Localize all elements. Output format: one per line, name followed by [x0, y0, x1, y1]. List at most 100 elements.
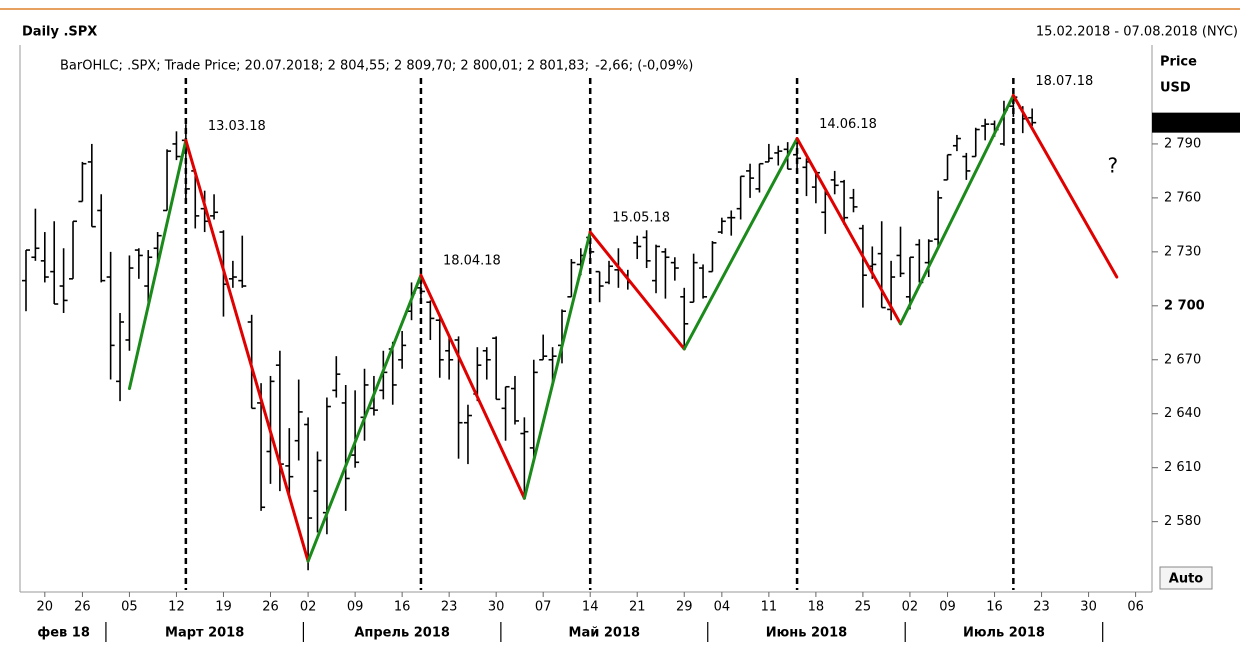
month-label: фев 18: [37, 626, 90, 641]
ohlc-bar: [492, 336, 501, 401]
pivot-label: 13.03.18: [208, 119, 266, 134]
ohlc-bar: [670, 257, 679, 281]
ohlc-bar: [699, 264, 708, 299]
x-tick-label: 09: [939, 600, 956, 615]
ohlc-bar: [31, 208, 40, 261]
ohlc-bar: [830, 170, 839, 195]
ohlc-bar: [971, 127, 980, 158]
ohlc-bar: [708, 241, 717, 273]
month-label: Июнь 2018: [766, 626, 847, 641]
month-label: Апрель 2018: [354, 626, 450, 641]
ohlc-bar: [605, 260, 614, 285]
ohlc-bar: [285, 428, 294, 499]
ohlc-bar: [172, 131, 181, 161]
auto-button[interactable]: Auto: [1159, 566, 1213, 590]
zigzag-segment: [1011, 93, 1119, 279]
zigzag-segment: [306, 273, 423, 563]
ohlc-bar: [764, 143, 773, 163]
x-tick-label: 29: [676, 600, 693, 615]
ohlc-bar: [313, 451, 322, 533]
y-tick-label: 2 580: [1164, 514, 1201, 529]
x-tick-label: 07: [535, 600, 552, 615]
auto-button-box[interactable]: [1159, 566, 1213, 590]
ohlc-bar: [153, 232, 162, 263]
ohlc-bar: [304, 417, 313, 571]
x-tick-label: 02: [300, 600, 317, 615]
ohlc-bar: [746, 163, 755, 198]
zigzag-segment: [419, 273, 526, 500]
ohlc-bar: [398, 330, 407, 369]
ohlc-bar: [1028, 108, 1037, 126]
chart-title: Daily .SPX: [22, 25, 97, 40]
ohlc-bar: [247, 314, 256, 410]
ohlc-bar: [40, 232, 49, 283]
ohlc-bar: [595, 270, 604, 303]
ohlc-bar: [633, 235, 642, 260]
x-tick-label: 26: [262, 600, 279, 615]
y-tick-label: 2 730: [1164, 244, 1201, 259]
ohlc-bar: [840, 179, 849, 225]
ohlc-bar: [463, 404, 472, 465]
x-tick-label: 05: [121, 600, 138, 615]
ohlc-bar: [78, 161, 87, 203]
ohlc-bar: [934, 190, 943, 247]
ohlc-bar: [144, 250, 153, 305]
annotation: ?: [1107, 154, 1118, 178]
x-tick-label: 23: [1033, 600, 1050, 615]
ohlc-bar: [125, 255, 134, 351]
pivot-label: 18.04.18: [443, 254, 501, 269]
ohlc-bar: [501, 385, 510, 441]
ohlc-bar: [116, 313, 125, 402]
ohlc-bar: [849, 188, 858, 213]
ohlc-bar: [163, 149, 172, 212]
ohlc-bar: [482, 347, 491, 380]
x-tick-label: 23: [441, 600, 458, 615]
ohlc-bar: [426, 300, 435, 340]
ohlc-bar: [680, 287, 689, 349]
date-range: 15.02.2018 - 07.08.2018 (NYC): [1036, 25, 1238, 40]
ohlc-bar: [952, 134, 961, 152]
legend-change: -2,66; (-0,09%): [595, 59, 693, 74]
x-tick-label: 12: [168, 600, 185, 615]
ohlc-bar: [59, 248, 68, 314]
ohlc-bar: [351, 390, 360, 468]
ohlc-bar: [50, 221, 59, 305]
ohlc-bar: [106, 251, 115, 380]
ohlc-bar: [689, 253, 698, 304]
pivot-label: 18.07.18: [1035, 74, 1093, 89]
ohlc-bar: [727, 210, 736, 236]
ohlc-bar: [981, 118, 990, 141]
ohlc-bar: [228, 260, 237, 288]
y-tick-label: 2 700: [1164, 298, 1205, 313]
ohlc-bar: [238, 235, 247, 288]
x-tick-label: 11: [761, 600, 778, 615]
x-tick-label: 09: [347, 600, 364, 615]
ohlc-bar: [294, 379, 303, 461]
month-label: Май 2018: [569, 626, 641, 641]
x-tick-label: 19: [215, 600, 232, 615]
ohlc-bar: [510, 375, 519, 425]
x-tick-label: 30: [1080, 600, 1097, 615]
month-label: Март 2018: [165, 626, 244, 641]
zigzag-segment: [127, 138, 188, 391]
ohlc-bar: [652, 244, 661, 294]
y-tick-label: 2 610: [1164, 460, 1201, 475]
zigzag-segment: [522, 230, 592, 500]
ohlc-bar: [529, 359, 538, 457]
ohlc-bar: [341, 384, 350, 511]
x-tick-label: 06: [1127, 600, 1144, 615]
last-price-tag: [1152, 112, 1240, 133]
ohlc-bar: [87, 143, 96, 228]
pivot-label: 15.05.18: [612, 211, 670, 226]
x-tick-label: 26: [74, 600, 91, 615]
ohlc-bar: [97, 194, 106, 283]
ohlc-bar: [858, 224, 867, 308]
y-tick-label: 2 670: [1164, 352, 1201, 367]
ohlc-bar: [445, 336, 454, 380]
ohlc-bar: [435, 318, 444, 378]
auto-button-label[interactable]: Auto: [1169, 572, 1204, 587]
legend-text: BarOHLC; .SPX; Trade Price; 20.07.2018; …: [60, 59, 589, 74]
last-price-label: 2 801,83: [1155, 116, 1224, 132]
